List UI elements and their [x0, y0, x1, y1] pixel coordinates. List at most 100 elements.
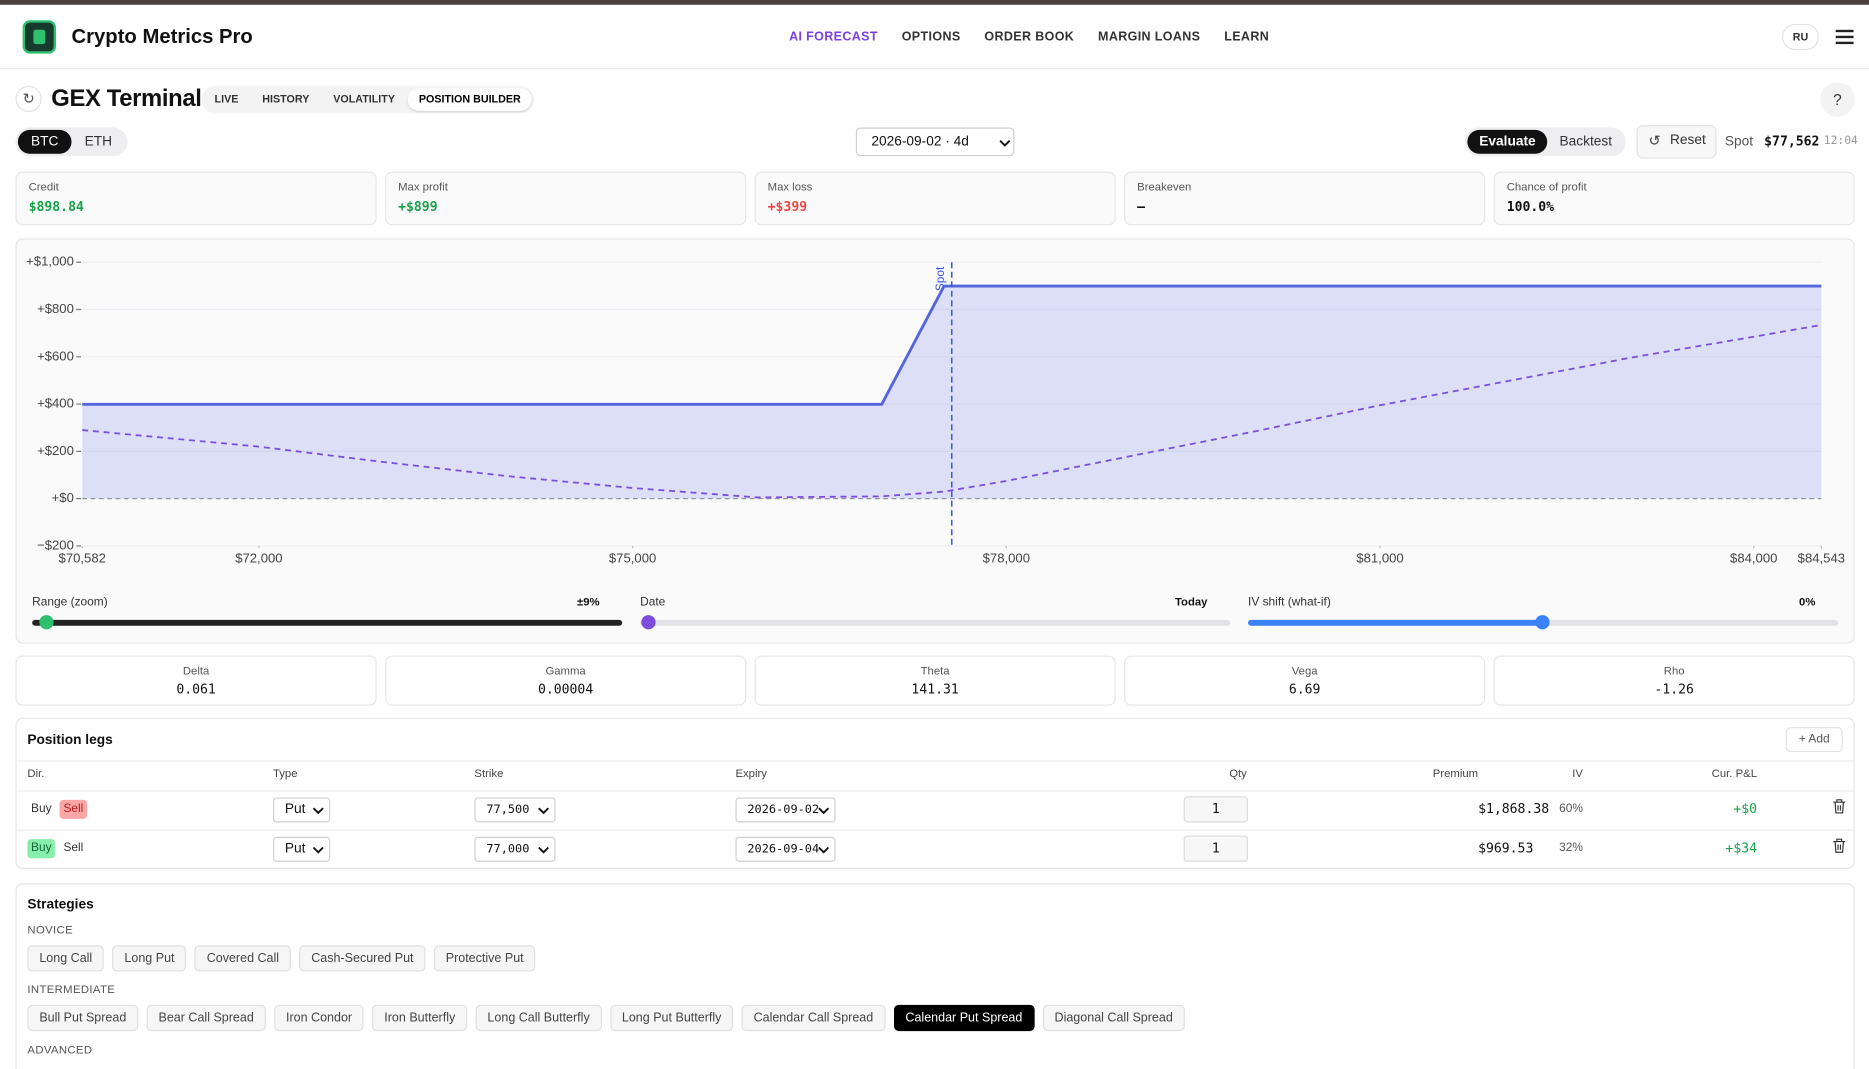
greek-value: 6.69: [1288, 681, 1321, 698]
select-text: 77,500: [486, 803, 530, 817]
strategy-chip[interactable]: Iron Butterfly: [372, 1004, 468, 1032]
y-tick-label: +$0: [52, 490, 74, 505]
direction-button[interactable]: Sell: [59, 799, 87, 819]
menu-bar: [1835, 29, 1854, 33]
column-header: Type: [272, 767, 298, 781]
x-tick-label: $70,582: [59, 551, 106, 566]
select[interactable]: 2026-09-04: [735, 836, 836, 862]
summary-card: Credit $898.84: [15, 171, 377, 226]
delete-icon[interactable]: [1832, 799, 1846, 814]
slider-label: Range (zoom): [32, 596, 108, 610]
slider-thumb[interactable]: [1535, 615, 1550, 630]
nav-link[interactable]: OPTIONS: [901, 29, 961, 45]
legs-title: Position legs: [27, 733, 113, 748]
menu-icon[interactable]: [1835, 29, 1854, 45]
chevron-path: [999, 139, 1011, 147]
asset-button[interactable]: BTC: [17, 129, 72, 154]
select[interactable]: Put: [272, 836, 331, 862]
select-text: 2026-09-04: [747, 842, 820, 856]
greek-card: Theta 141.31: [754, 655, 1116, 706]
lang-button[interactable]: RU: [1782, 23, 1819, 51]
select[interactable]: 77,500: [474, 797, 556, 823]
strategy-chips: Bull Put Spread Bear Call Spread Iron Cond…: [27, 1004, 1185, 1032]
slider-track: [1248, 619, 1543, 626]
row-border: [15, 760, 1855, 762]
summary-card: Breakeven –: [1124, 171, 1486, 226]
direction-button[interactable]: Sell: [63, 841, 84, 855]
nav-link[interactable]: ORDER BOOK: [984, 29, 1075, 45]
greek-label: Rho: [1663, 665, 1685, 679]
slider-thumb[interactable]: [641, 615, 656, 630]
strategy-chip[interactable]: Long Call: [27, 945, 105, 972]
strategy-chip[interactable]: Calendar Call Spread: [741, 1004, 886, 1032]
select[interactable]: Put: [272, 797, 331, 823]
tab[interactable]: POSITION BUILDER: [408, 88, 532, 111]
direction: Buy Sell: [27, 799, 87, 819]
expiry-text: 2026-09-02 · 4d: [871, 134, 969, 149]
strategy-chip[interactable]: Iron Condor: [274, 1004, 365, 1032]
delete-path: [1833, 838, 1846, 853]
strategy-chip[interactable]: Long Call Butterfly: [475, 1004, 602, 1032]
chevron-path: [818, 807, 830, 815]
strategy-chip[interactable]: Long Put Butterfly: [609, 1004, 734, 1032]
strategy-chip[interactable]: Protective Put: [433, 945, 536, 972]
direction-button[interactable]: Buy: [27, 839, 56, 859]
mode-button[interactable]: Evaluate: [1467, 129, 1548, 154]
x-tick-label: $72,000: [235, 551, 282, 566]
chevron-path: [538, 807, 549, 815]
expiry-select[interactable]: 2026-09-02 · 4d: [855, 127, 1015, 157]
y-tick-label: −$200: [37, 537, 74, 552]
summary-card: Max loss +$399: [754, 171, 1116, 226]
chevron-path: [312, 807, 324, 815]
greek-value: 0.061: [176, 681, 216, 698]
reset-button[interactable]: ↺ Reset: [1636, 125, 1717, 159]
reset-icon: ↺: [1648, 132, 1661, 149]
greek-label: Theta: [920, 665, 950, 679]
select[interactable]: 2026-09-02: [735, 797, 836, 823]
greek-label: Vega: [1291, 665, 1318, 679]
mode-button[interactable]: Backtest: [1559, 134, 1613, 149]
y-tick-label: +$400: [37, 396, 74, 411]
nav-link[interactable]: MARGIN LOANS: [1098, 29, 1201, 45]
spot-label: Spot: [933, 266, 947, 291]
nav-link[interactable]: AI FORECAST: [789, 29, 878, 45]
tab[interactable]: LIVE: [214, 92, 239, 105]
strategy-chip[interactable]: Long Put: [112, 945, 187, 972]
direction-button[interactable]: Buy: [30, 802, 52, 816]
strategy-chip[interactable]: Cash-Secured Put: [299, 945, 426, 972]
qty-input[interactable]: 1: [1183, 835, 1249, 862]
tab[interactable]: HISTORY: [262, 92, 310, 105]
logo: [22, 20, 57, 54]
help-button[interactable]: ?: [1820, 82, 1855, 117]
summary-value: +$899: [398, 199, 438, 215]
strategies-title: Strategies: [27, 897, 94, 912]
slider-track: [32, 619, 623, 626]
select[interactable]: 77,000: [474, 836, 556, 862]
spot-value: $77,562: [1764, 133, 1820, 149]
strategy-chip[interactable]: Calendar Put Spread: [893, 1004, 1035, 1032]
x-tick-label: $81,000: [1356, 551, 1403, 566]
strategy-chip[interactable]: Bear Call Spread: [146, 1004, 266, 1032]
iv: 60%: [1559, 802, 1583, 816]
nav-link[interactable]: LEARN: [1224, 29, 1270, 45]
chevron: [818, 846, 830, 854]
row-border: [15, 829, 1855, 831]
strategy-chip[interactable]: Bull Put Spread: [27, 1004, 139, 1032]
select-text: Put: [284, 802, 306, 817]
summary-value: –: [1137, 199, 1146, 215]
delete-icon[interactable]: [1832, 838, 1846, 853]
select-text: 77,000: [486, 842, 530, 856]
group-label: INTERMEDIATE: [27, 983, 116, 997]
qty-input[interactable]: 1: [1183, 796, 1249, 823]
asset-button[interactable]: ETH: [84, 134, 113, 149]
tab[interactable]: VOLATILITY: [333, 92, 395, 105]
y-tick-label: +$1,000: [26, 254, 74, 269]
strategy-chip[interactable]: Covered Call: [194, 945, 291, 972]
expiry-payoff-line: [82, 284, 1822, 406]
slider-thumb[interactable]: [39, 615, 54, 630]
add-button[interactable]: + Add: [1785, 727, 1843, 753]
refresh-button[interactable]: ↻: [15, 85, 42, 113]
strategy-chip[interactable]: Diagonal Call Spread: [1042, 1004, 1185, 1032]
